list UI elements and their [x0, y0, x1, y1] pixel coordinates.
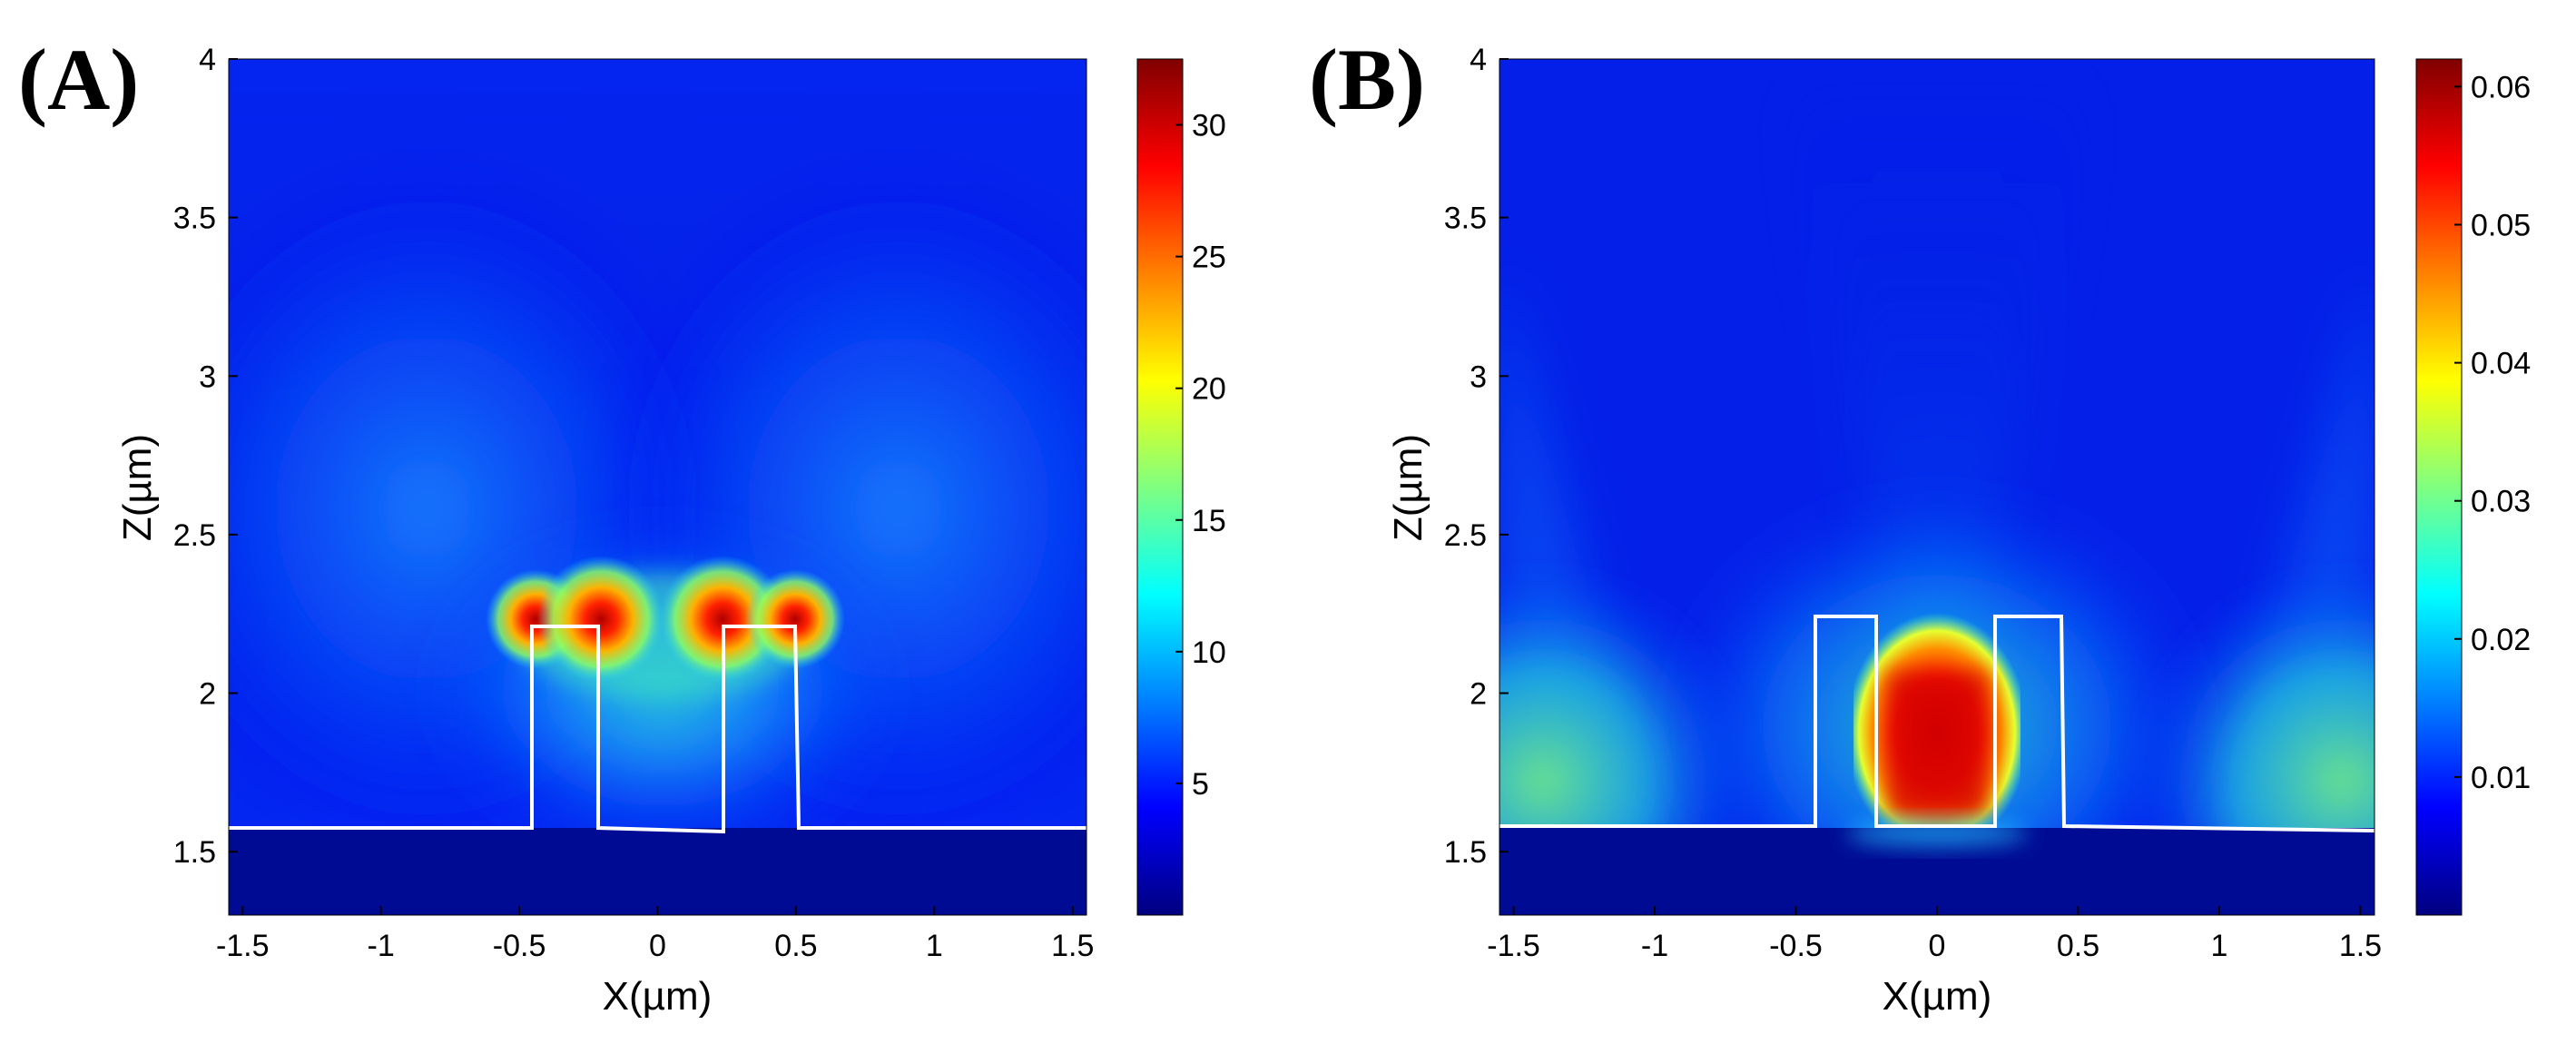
panel-b-x-tick-label: 0.5 — [2057, 929, 2099, 963]
panel-b-y-axis-label: Z(µm) — [1386, 434, 1431, 541]
panel-a-colorbar-tick-label: 10 — [1192, 635, 1226, 670]
panel-a-colorbar-tick-label: 15 — [1192, 504, 1226, 538]
panel-b-colorbar: 0.01 0.02 0.03 0.04 0.05 0.06 — [2415, 58, 2531, 916]
panel-a-structure-outline — [229, 625, 1086, 834]
panel-a-axes: -1.5 -1 -0.5 0 0.5 1 1.5 1.5 2 2.5 3 3.5 4 — [173, 43, 1095, 963]
panel-b-colorbar-tick-label: 0.03 — [2471, 485, 2531, 519]
panel-b-x-tick-label: -0.5 — [1769, 929, 1823, 963]
panel-a-x-tick-label: 1 — [926, 929, 943, 963]
panel-a-x-tick-label: -1.5 — [216, 929, 270, 963]
panel-b: (B) -1.5 -1 -0.5 0 0.5 1 1.5 1.5 2 2.5 3 3.5 4 X(µm)… — [1309, 31, 2531, 1019]
panel-b-x-tick-label: -1 — [1641, 929, 1668, 963]
panel-b-heatmap — [1499, 59, 2374, 915]
panel-b-colorbar-tick-label: 0.01 — [2471, 761, 2531, 795]
panel-a-x-tick-label: 0.5 — [774, 929, 817, 963]
panel-b-x-tick-label: 0 — [1929, 929, 1946, 963]
panel-a-x-axis-label: X(µm) — [603, 974, 713, 1019]
panel-b-colorbar-tick-label: 0.02 — [2471, 623, 2531, 657]
panel-a-y-tick-label: 3.5 — [173, 202, 216, 236]
panel-b-x-tick-label: 1 — [2211, 929, 2228, 963]
panel-b-y-tick-label: 2 — [1470, 677, 1487, 712]
panel-b-colorbar-tick-label: 0.04 — [2471, 347, 2531, 381]
panel-b-colorbar-gradient — [2415, 58, 2463, 916]
panel-b-structure-outline — [1499, 615, 2374, 832]
panel-b-y-tick-label: 3.5 — [1444, 202, 1487, 236]
panel-a-y-tick-label: 3 — [199, 359, 216, 394]
panel-a-x-tick-label: -0.5 — [493, 929, 546, 963]
panel-a-colorbar-tick-label: 5 — [1192, 767, 1209, 802]
panel-a-colorbar-tick-label: 20 — [1192, 372, 1226, 407]
panel-a-label: (A) — [18, 31, 139, 128]
panel-a-y-tick-label: 2.5 — [173, 518, 216, 553]
panel-a-y-axis-label: Z(µm) — [115, 434, 160, 541]
panel-a-colorbar-gradient — [1136, 58, 1184, 916]
panel-b-colorbar-tick-label: 0.06 — [2471, 70, 2531, 104]
panel-b-axes: -1.5 -1 -0.5 0 0.5 1 1.5 1.5 2 2.5 3 3.5 4 — [1444, 43, 2382, 963]
panel-a-colorbar: 5 10 15 20 25 30 — [1136, 58, 1226, 916]
panel-b-x-axis-label: X(µm) — [1883, 974, 1992, 1019]
panel-b-x-tick-label: 1.5 — [2339, 929, 2382, 963]
panel-a-x-tick-label: -1 — [368, 929, 395, 963]
panel-a-x-tick-label: 1.5 — [1051, 929, 1094, 963]
panel-a-colorbar-tick-label: 25 — [1192, 241, 1226, 275]
panel-a-heatmap — [229, 59, 1086, 915]
panel-a-colorbar-ticks: 5 10 15 20 25 30 — [1175, 109, 1226, 802]
panel-b-y-tick-label: 4 — [1470, 43, 1487, 77]
panel-a: (A) -1.5 -1 -0.5 0 0.5 1 1.5 1.5 2 2.5 3 3.5 4 X(µm)… — [18, 31, 1226, 1019]
panel-b-colorbar-ticks: 0.01 0.02 0.03 0.04 0.05 0.06 — [2454, 70, 2531, 795]
panel-a-y-tick-label: 1.5 — [173, 835, 216, 870]
panel-a-y-tick-label: 2 — [199, 677, 216, 712]
panel-b-label: (B) — [1309, 31, 1425, 128]
panel-b-y-tick-label: 1.5 — [1444, 835, 1487, 870]
panel-b-y-tick-label: 3 — [1470, 359, 1487, 394]
panel-b-x-tick-label: -1.5 — [1487, 929, 1540, 963]
panel-b-colorbar-tick-label: 0.05 — [2471, 209, 2531, 243]
panel-a-y-tick-label: 4 — [199, 43, 216, 77]
panel-a-colorbar-tick-label: 30 — [1192, 109, 1226, 143]
panel-a-x-tick-label: 0 — [649, 929, 666, 963]
panel-b-y-tick-label: 2.5 — [1444, 518, 1487, 553]
